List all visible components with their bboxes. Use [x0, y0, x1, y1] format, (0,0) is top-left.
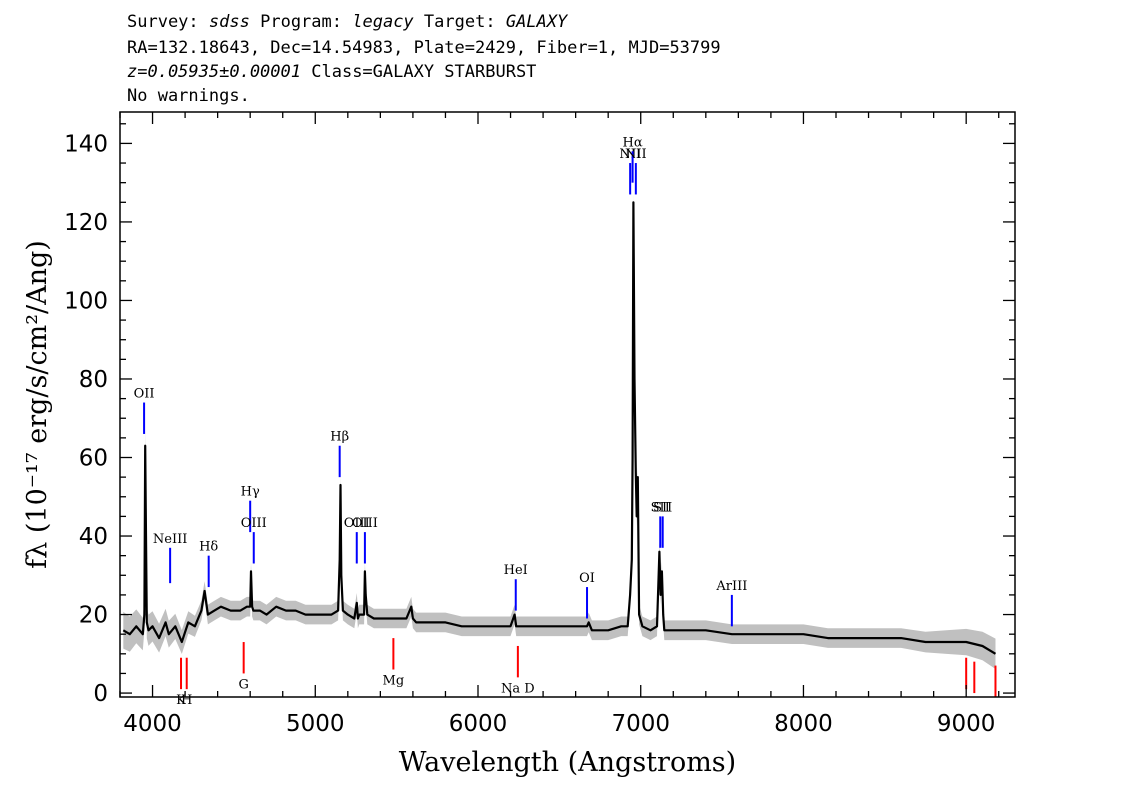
absorption-line-label: G — [238, 677, 248, 692]
program-value: legacy — [352, 12, 414, 32]
emission-line-label: SII — [653, 500, 672, 515]
y-tick-label: 0 — [93, 681, 108, 707]
x-tick-label: 9000 — [937, 711, 996, 737]
x-tick-label: 8000 — [774, 711, 833, 737]
y-axis-title: fλ (10⁻¹⁷ erg/s/cm²/Ang) — [22, 240, 53, 569]
emission-line-label: HeI — [504, 563, 528, 578]
error-band-area — [123, 192, 996, 669]
error-band — [123, 192, 996, 669]
target-value: GALAXY — [505, 12, 568, 32]
x-tick-label: 6000 — [449, 711, 508, 737]
emission-line-label: NeIII — [153, 532, 187, 547]
emission-line-label: OI — [579, 571, 595, 586]
emission-line-label: ArIII — [715, 579, 747, 594]
y-tick-label: 20 — [79, 603, 108, 629]
header-line-redshift: z=0.05935±0.00001 Class=GALAXY STARBURST — [127, 62, 536, 82]
header-line-survey: Survey: sdss Program: legacy Target: GAL… — [127, 12, 567, 32]
program-label: Program: — [260, 12, 342, 32]
spectrum-series — [122, 201, 997, 655]
header-line-coordinates: RA=132.18643, Dec=14.54983, Plate=2429, … — [127, 38, 721, 58]
emission-line-label: Hα — [623, 135, 643, 150]
plot-frame — [119, 111, 1016, 698]
emission-line-label: OII — [134, 387, 155, 402]
emission-line-label: OIII — [352, 516, 378, 531]
spectrum-line — [122, 201, 997, 655]
absorption-line-label: Na D — [501, 681, 535, 696]
absorption-line-label: Mg — [383, 674, 405, 689]
absorption-line-label: K — [176, 693, 186, 708]
line-markers: OIINeIIIHδHγOIIIHβOIIIOIIIHeIOINIIHαNIIS… — [134, 135, 997, 708]
emission-line-label: Hγ — [241, 485, 260, 500]
survey-value: sdss — [208, 12, 250, 32]
emission-line-label: OIII — [344, 516, 370, 531]
y-tick-label: 140 — [64, 131, 108, 157]
emission-line-label: Hδ — [199, 540, 218, 555]
redshift-value: z=0.05935±0.00001 — [127, 62, 301, 82]
class-value: Class=GALAXY STARBURST — [311, 62, 537, 82]
y-tick-label: 40 — [79, 524, 108, 550]
y-tick-label: 100 — [64, 288, 108, 314]
emission-line-label: Hβ — [330, 430, 349, 445]
plot-axes: 4000 5000 6000 7000 8000 9000 0 20 40 60 80 100 120 1… — [64, 111, 1016, 737]
x-tick-label: 4000 — [123, 711, 182, 737]
y-tick-label: 120 — [64, 210, 108, 236]
emission-line-label: NII — [619, 147, 641, 162]
target-label: Target: — [423, 12, 496, 32]
x-tick-label: 7000 — [611, 711, 670, 737]
y-tick-label: 60 — [79, 446, 108, 472]
y-tick-label: 80 — [79, 367, 108, 393]
x-axis-title: Wavelength (Angstroms) — [399, 747, 736, 778]
emission-line-label: OIII — [241, 516, 267, 531]
emission-line-label: SII — [651, 500, 670, 515]
x-tick-label: 5000 — [286, 711, 345, 737]
absorption-line-label: H — [181, 693, 192, 708]
header-line-warnings: No warnings. — [127, 86, 250, 106]
survey-label: Survey: — [127, 12, 199, 32]
emission-line-label: NII — [625, 147, 647, 162]
